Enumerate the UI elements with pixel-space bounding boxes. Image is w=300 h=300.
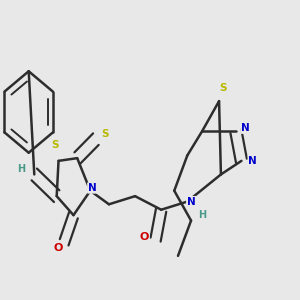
Text: S: S [101,129,109,139]
Text: S: S [219,82,226,93]
Text: O: O [140,232,149,242]
Text: N: N [241,123,250,133]
Text: N: N [88,183,97,193]
Text: N: N [187,196,195,207]
Text: O: O [54,243,63,253]
Text: H: H [17,164,25,174]
Text: H: H [198,210,206,220]
Text: S: S [51,140,59,150]
Text: N: N [248,156,257,166]
